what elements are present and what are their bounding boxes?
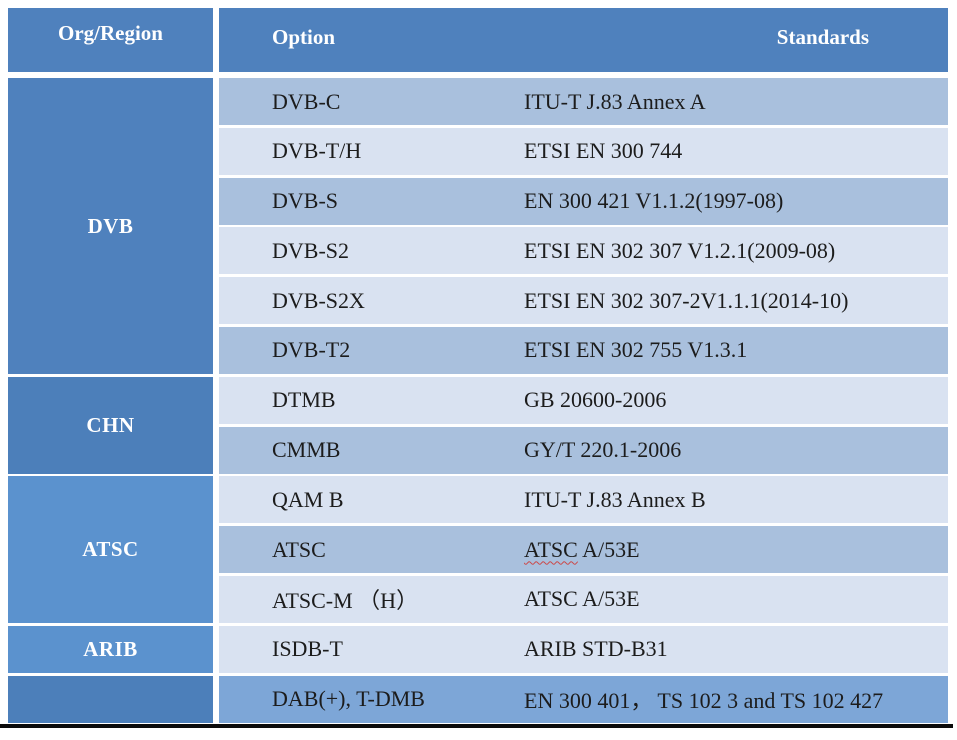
- header-standards-label: Standards: [776, 24, 869, 49]
- table-row: DVB-T2 ETSI EN 302 755 V1.3.1: [219, 326, 948, 374]
- standard-cell: ETSI EN 302 307 V1.2.1(2009-08): [524, 237, 836, 263]
- org-cell-arib: ARIB: [8, 625, 213, 673]
- option-standards-column: DVB-C ITU-T J.83 Annex A DVB-T/H ETSI EN…: [219, 78, 948, 723]
- table-row: DVB-C ITU-T J.83 Annex A: [219, 78, 948, 125]
- option-cell: DVB-S: [272, 188, 339, 214]
- option-cell: DVB-C: [272, 88, 341, 114]
- org-label-dvb: DVB: [87, 213, 134, 238]
- standard-cell: EN 300 421 V1.1.2(1997-08): [524, 188, 784, 214]
- table-row: DVB-S2 ETSI EN 302 307 V1.2.1(2009-08): [219, 227, 948, 275]
- table-row: DTMB GB 20600-2006: [219, 376, 948, 424]
- header-option-label: Option: [272, 24, 336, 49]
- option-cell: QAM B: [272, 486, 344, 512]
- table-header-row: Org/Region Option Standards: [8, 8, 948, 72]
- table-row: DVB-T/H ETSI EN 300 744: [219, 127, 948, 175]
- header-column-divider: [213, 8, 219, 72]
- org-region-column: DVB CHN ATSC ARIB: [8, 78, 213, 723]
- header-org-region-label: Org/Region: [58, 20, 163, 45]
- bottom-border-rule: [0, 724, 953, 728]
- standard-cell: ATSC A/53E: [524, 586, 640, 612]
- standard-cell: ITU-T J.83 Annex B: [524, 486, 706, 512]
- header-option-standards: Option Standards: [219, 8, 948, 72]
- option-cell: ATSC-M （H）: [272, 588, 419, 614]
- table-row: ISDB-T ARIB STD-B31: [219, 625, 948, 673]
- standard-cell: GB 20600-2006: [524, 387, 667, 413]
- standard-cell: ITU-T J.83 Annex A: [524, 88, 706, 114]
- standard-cell: ETSI EN 302 307-2V1.1.1(2014-10): [524, 287, 849, 313]
- option-cell: ATSC: [272, 536, 326, 562]
- table-row: CMMB GY/T 220.1-2006: [219, 426, 948, 474]
- org-label-arib: ARIB: [83, 636, 138, 661]
- standards-table: Org/Region Option Standards DVB CHN ATSC…: [8, 8, 948, 723]
- option-cell: CMMB: [272, 437, 341, 463]
- org-cell-dvb: DVB: [8, 78, 213, 374]
- org-cell-chn: CHN: [8, 376, 213, 474]
- table-row: DAB(+), T-DMB EN 300 401， TS 102 3 and T…: [219, 675, 948, 723]
- option-cell: DVB-S2X: [272, 287, 365, 313]
- table-body: DVB CHN ATSC ARIB DVB-C ITU-T J.83 Annex…: [8, 78, 948, 723]
- org-label-atsc: ATSC: [82, 537, 139, 562]
- table-row: QAM B ITU-T J.83 Annex B: [219, 476, 948, 524]
- standard-cell: ATSC A/53E: [524, 537, 948, 563]
- option-cell: DTMB: [272, 387, 336, 413]
- option-cell: DAB(+), T-DMB: [272, 686, 425, 712]
- spellcheck-underlined-word: ATSC: [524, 536, 578, 562]
- table-row: ATSC-M （H） ATSC A/53E: [219, 575, 948, 623]
- table-row: DVB-S EN 300 421 V1.1.2(1997-08): [219, 177, 948, 225]
- option-cell: DVB-T2: [272, 337, 351, 363]
- option-cell: ISDB-T: [272, 636, 343, 662]
- standard-cell: GY/T 220.1-2006: [524, 437, 682, 463]
- table-row: DVB-S2X ETSI EN 302 307-2V1.1.1(2014-10): [219, 277, 948, 325]
- standard-cell: EN 300 401， TS 102 3 and TS 102 427: [524, 688, 884, 714]
- header-org-region: Org/Region: [8, 8, 213, 72]
- table-row: ATSC ATSC A/53E: [219, 526, 948, 574]
- org-cell-atsc: ATSC: [8, 476, 213, 623]
- standard-cell: ETSI EN 300 744: [524, 138, 683, 164]
- standard-cell: ARIB STD-B31: [524, 636, 668, 662]
- option-cell: DVB-S2: [272, 237, 350, 263]
- standard-cell: ETSI EN 302 755 V1.3.1: [524, 337, 748, 363]
- standard-cell-rest: A/53E: [577, 536, 640, 562]
- option-cell: DVB-T/H: [272, 138, 362, 164]
- org-label-chn: CHN: [86, 412, 135, 437]
- org-cell-empty: [8, 675, 213, 723]
